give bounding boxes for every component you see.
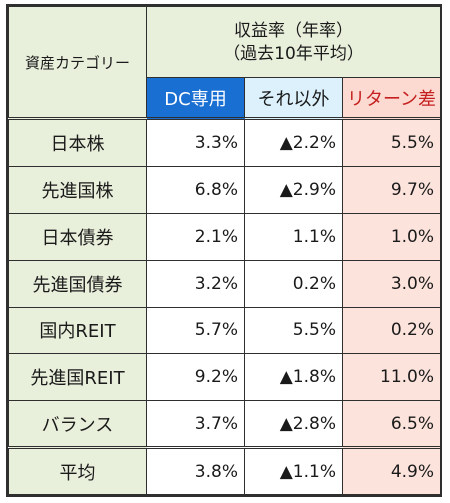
header-category: 資産カテゴリー xyxy=(8,6,147,120)
header-category-label: 資産カテゴリー xyxy=(24,53,130,72)
table-row: 日本債券 2.1% 1.1% 1.0% xyxy=(8,212,440,261)
dc-value: 6.8% xyxy=(146,165,245,214)
dc-value: 3.7% xyxy=(146,400,245,449)
diff-value: 11.0% xyxy=(341,353,440,402)
row-label: 国内REIT xyxy=(8,306,147,355)
row-label: 日本債券 xyxy=(8,212,147,261)
diff-value: 9.7% xyxy=(341,165,440,214)
dc-value: 5.7% xyxy=(146,306,245,355)
diff-value: 4.9% xyxy=(341,446,440,495)
other-value: ▲1.1% xyxy=(244,446,343,495)
row-label: 平均 xyxy=(8,446,147,495)
return-comparison-table: 資産カテゴリー 収益率（年率） （過去10年平均） DC専用 それ以外 リターン… xyxy=(6,4,442,497)
diff-value: 1.0% xyxy=(341,212,440,261)
header-return-group: 収益率（年率） （過去10年平均） xyxy=(145,6,440,79)
diff-value: 0.2% xyxy=(341,306,440,355)
table-row: 日本株 3.3% ▲2.2% 5.5% xyxy=(8,117,440,167)
dc-value: 9.2% xyxy=(146,353,245,402)
other-value: ▲2.9% xyxy=(244,165,343,214)
table: 資産カテゴリー 収益率（年率） （過去10年平均） DC専用 それ以外 リターン… xyxy=(8,6,440,495)
row-label: バランス xyxy=(8,400,147,449)
diff-value: 6.5% xyxy=(341,400,440,449)
row-label: 先進国REIT xyxy=(8,353,147,402)
header-others: それ以外 xyxy=(244,77,343,120)
table-row: 国内REIT 5.7% 5.5% 0.2% xyxy=(8,306,440,355)
dc-value: 3.8% xyxy=(146,446,245,495)
diff-value: 5.5% xyxy=(341,117,440,167)
other-value: 5.5% xyxy=(244,306,343,355)
table-row: 先進国債券 3.2% 0.2% 3.0% xyxy=(8,259,440,308)
table-row: バランス 3.7% ▲2.8% 6.5% xyxy=(8,400,440,449)
dc-value: 3.3% xyxy=(146,117,245,167)
header-return-subtitle: （過去10年平均） xyxy=(223,44,364,65)
header-others-label: それ以外 xyxy=(257,88,330,110)
header-dc-only: DC専用 xyxy=(146,77,245,120)
table-row: 先進国株 6.8% ▲2.9% 9.7% xyxy=(8,165,440,214)
dc-value: 2.1% xyxy=(146,212,245,261)
other-value: ▲2.2% xyxy=(244,117,343,167)
diff-value: 3.0% xyxy=(341,259,440,308)
header-return-difference-label: リターン差 xyxy=(346,88,437,110)
table-row-average: 平均 3.8% ▲1.1% 4.9% xyxy=(8,446,440,495)
row-label: 先進国債券 xyxy=(8,259,147,308)
header-return-title: 収益率（年率） xyxy=(234,21,354,42)
other-value: 1.1% xyxy=(244,212,343,261)
other-value: ▲1.8% xyxy=(244,353,343,402)
row-label: 先進国株 xyxy=(8,165,147,214)
dc-value: 3.2% xyxy=(146,259,245,308)
header-return-difference: リターン差 xyxy=(341,77,440,120)
other-value: 0.2% xyxy=(244,259,343,308)
table-row: 先進国REIT 9.2% ▲1.8% 11.0% xyxy=(8,353,440,402)
row-label: 日本株 xyxy=(8,117,147,167)
header-dc-only-label: DC専用 xyxy=(164,88,227,110)
other-value: ▲2.8% xyxy=(244,400,343,449)
